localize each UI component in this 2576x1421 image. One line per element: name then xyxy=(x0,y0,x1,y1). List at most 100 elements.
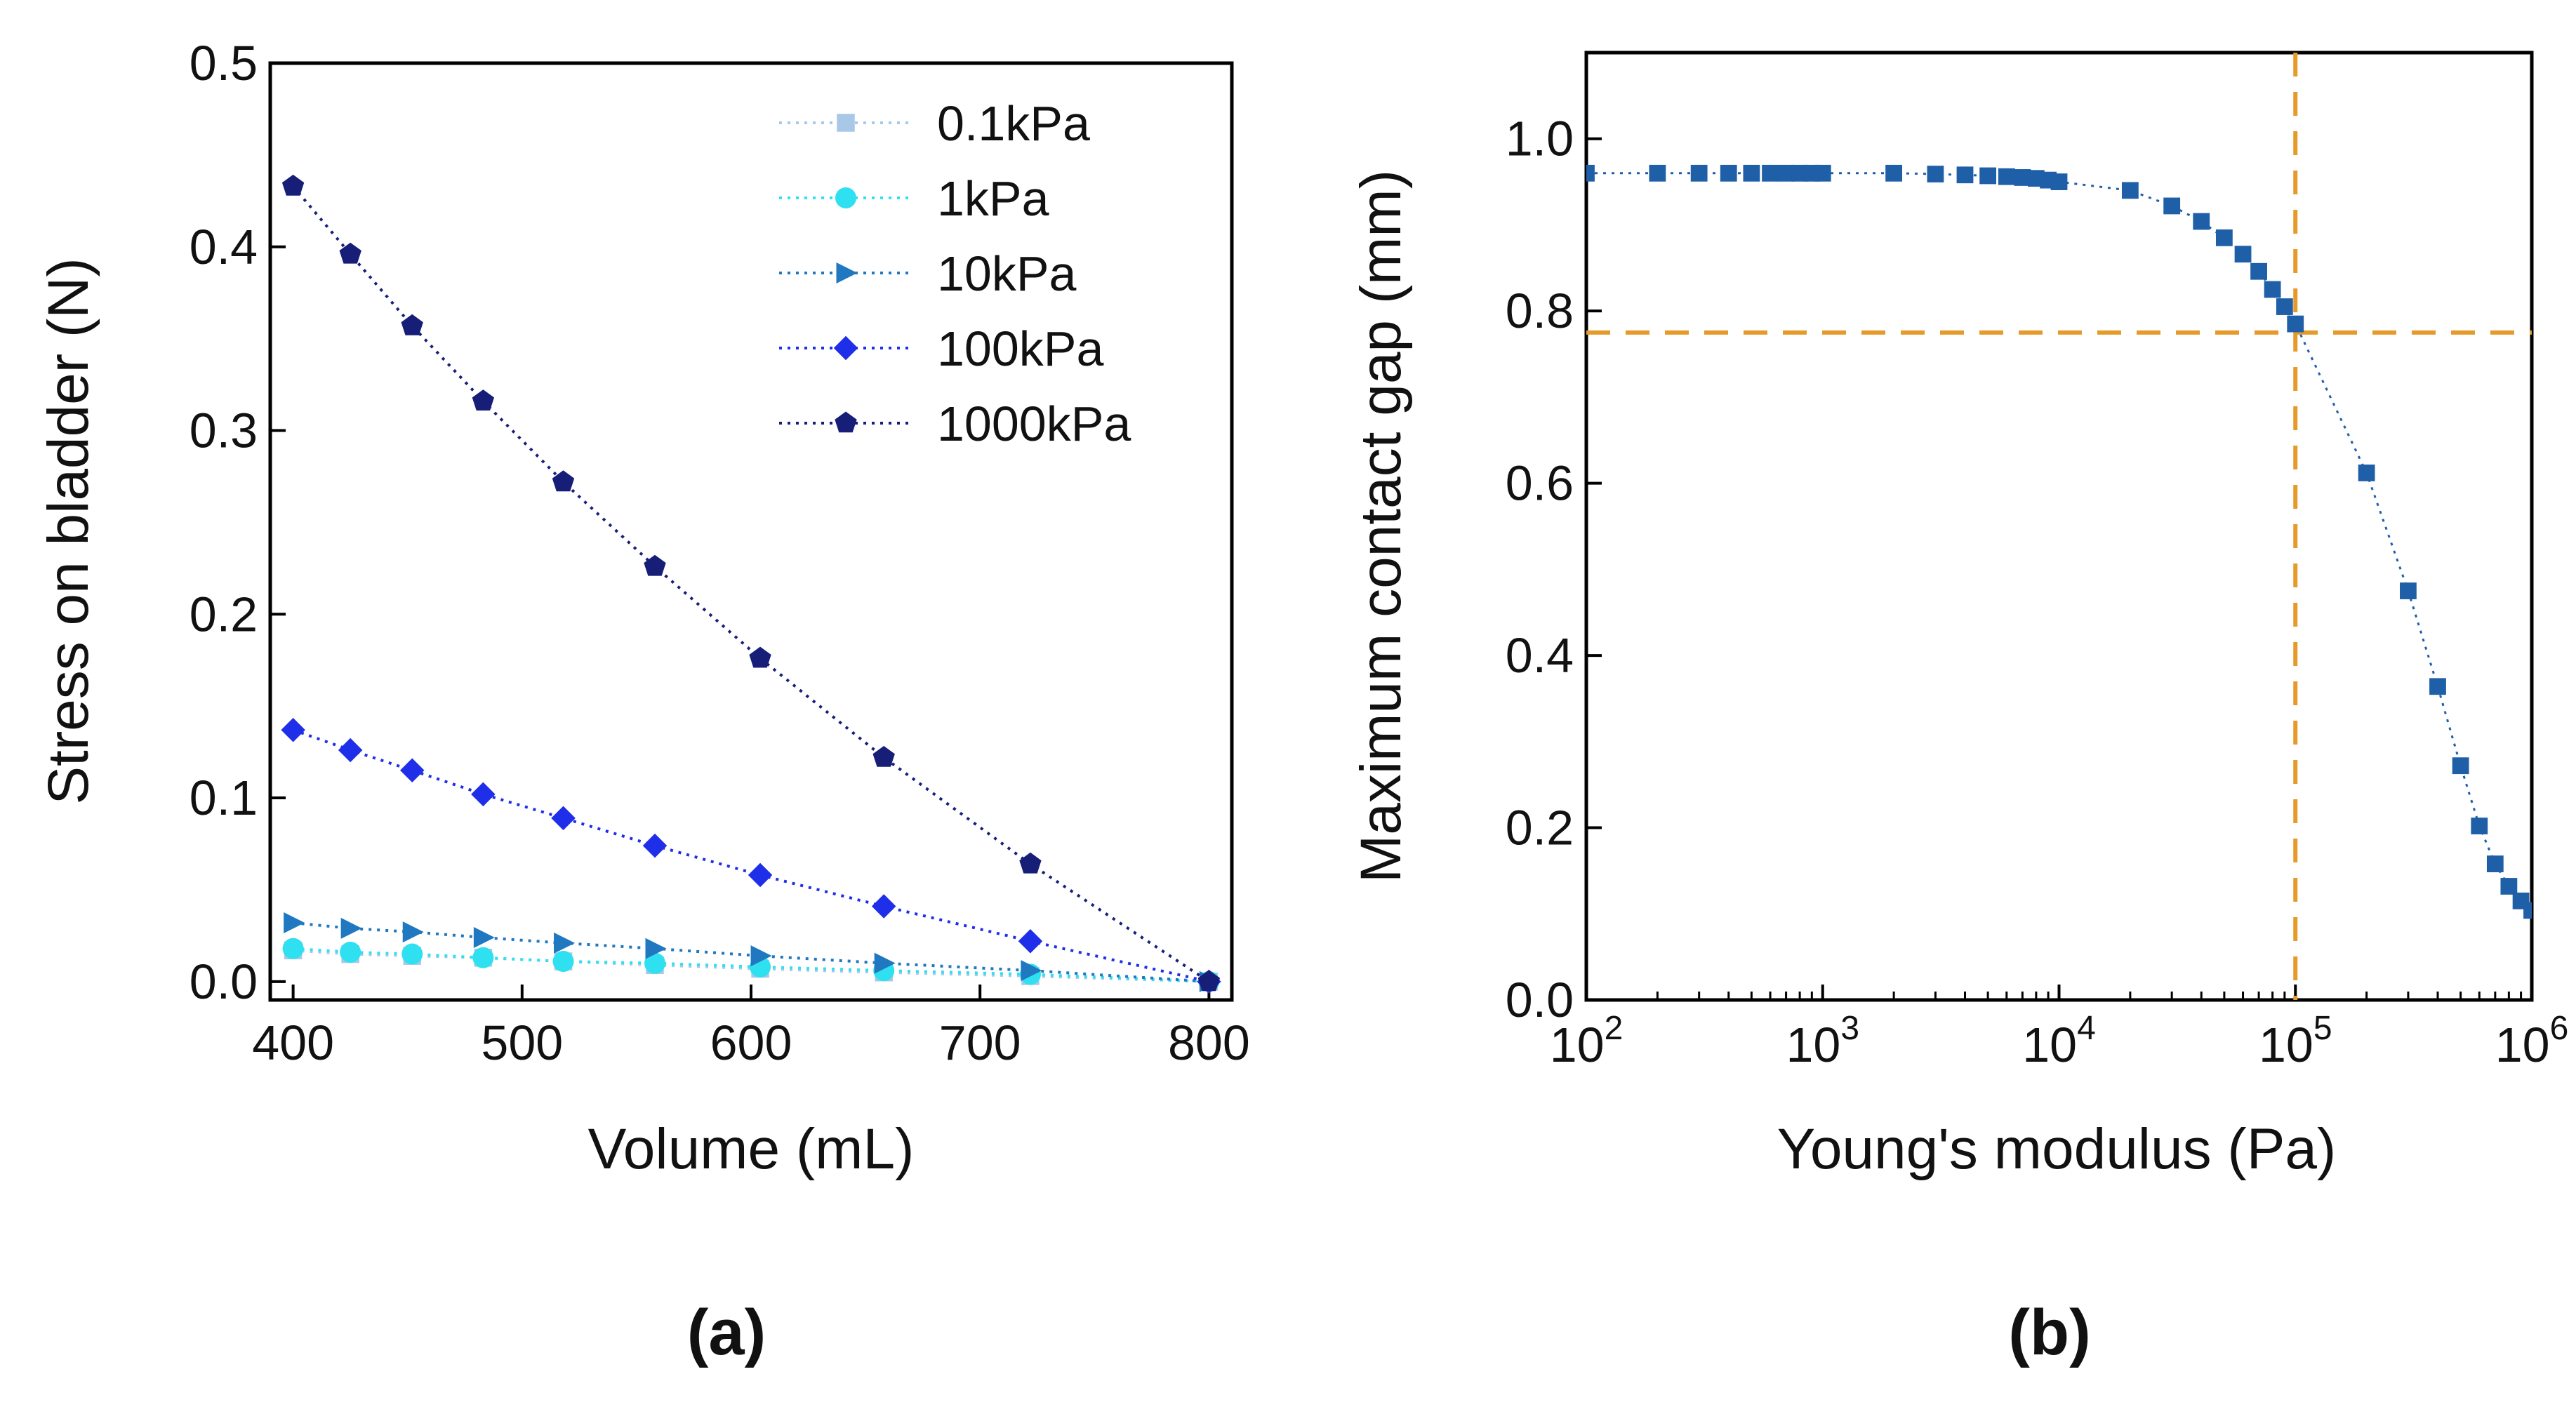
data-point xyxy=(1927,166,1944,182)
data-point xyxy=(2215,229,2233,246)
panel-b-y-axis: 0.0 0.2 0.4 0.6 0.8 1.0 xyxy=(1506,112,1602,1027)
panel-b-y-tick-label: 1.0 xyxy=(1506,112,1574,166)
panel-b-y-axis-label: Maximum contact gap (mm) xyxy=(1349,170,1413,883)
data-point-1000kpa xyxy=(1197,970,1221,992)
panel-a-plot-area xyxy=(268,61,1234,1002)
series-100kpa xyxy=(281,717,1221,994)
panel-a-y-tick-label: 0.5 xyxy=(190,36,258,91)
data-point xyxy=(2500,878,2518,895)
panel-a-data xyxy=(281,174,1221,994)
panel-b-x-tick-label: 106 xyxy=(2495,1010,2569,1072)
panel-a-x-tick-label: 700 xyxy=(939,1015,1021,1070)
panel-b-x-tick-label: 102 xyxy=(1550,1010,1624,1072)
data-point xyxy=(2400,582,2417,599)
data-point xyxy=(1690,164,1708,182)
panel-b-x-tick-label: 104 xyxy=(2022,1010,2096,1072)
panel-b-y-tick-label: 0.2 xyxy=(1506,801,1574,855)
legend-item-100kpa: 100kPa xyxy=(779,321,1103,376)
data-point-10kpa xyxy=(750,945,772,967)
panel-a-y-axis-label: Stress on bladder (N) xyxy=(36,258,100,804)
panel-b: 0.0 0.2 0.4 0.6 0.8 1.0 102 103 104 105 106 Young… xyxy=(1349,51,2569,1368)
data-point xyxy=(2471,818,2488,834)
panel-b-y-tick-label: 0.0 xyxy=(1506,973,1574,1027)
panel-b-label: (b) xyxy=(2008,1297,2090,1368)
data-point xyxy=(1720,164,1737,182)
panel-a-x-axis: 400 500 600 700 800 xyxy=(252,985,1250,1070)
panel-a-x-tick-label: 400 xyxy=(252,1015,334,1070)
data-point-100kpa xyxy=(642,833,668,858)
panel-a-y-tick-label: 0.0 xyxy=(190,954,258,1009)
legend-marker xyxy=(835,411,857,433)
data-point xyxy=(2050,173,2068,190)
data-point xyxy=(1586,164,1595,182)
data-point-1000kpa xyxy=(281,174,305,196)
data-point-1000kpa xyxy=(644,554,666,576)
data-point-10kpa xyxy=(473,927,495,948)
series-10kpa xyxy=(284,912,1221,992)
data-point-100kpa xyxy=(281,717,305,742)
panel-a-x-tick-label: 600 xyxy=(710,1015,792,1070)
panel-b-x-tick-label: 105 xyxy=(2259,1010,2332,1072)
legend-label: 0.1kPa xyxy=(937,96,1090,151)
panel-a-y-axis: 0.0 0.1 0.2 0.3 0.4 0.5 xyxy=(190,36,286,1009)
data-point xyxy=(2193,213,2210,230)
data-point xyxy=(1777,164,1795,182)
legend-marker xyxy=(833,335,858,361)
legend-label: 1kPa xyxy=(937,171,1049,226)
data-point xyxy=(2163,197,2181,215)
panel-a-y-tick-label: 0.1 xyxy=(190,770,258,825)
data-point-1000kpa xyxy=(401,314,423,335)
data-point-1000kpa xyxy=(749,646,771,668)
panel-b-x-tick-label: 103 xyxy=(1786,1010,1859,1072)
legend-item-1kpa: 1kPa xyxy=(779,171,1049,226)
data-point-1000kpa xyxy=(872,746,895,767)
data-point-100kpa xyxy=(551,806,576,831)
data-point-1000kpa xyxy=(472,389,494,411)
data-point-1kpa xyxy=(472,947,494,968)
data-point xyxy=(2250,262,2267,280)
panel-b-y-tick-label: 0.4 xyxy=(1506,628,1574,683)
data-point xyxy=(2452,757,2469,775)
data-point xyxy=(2486,855,2504,872)
panel-a-legend: 0.1kPa 1kPa 10kPa 100kPa 1000kPa xyxy=(779,96,1131,451)
data-point-10kpa xyxy=(284,912,305,934)
data-point-100kpa xyxy=(471,782,496,807)
data-point-10kpa xyxy=(402,921,424,943)
legend-item-1000kpa: 1000kPa xyxy=(779,396,1131,451)
series-line-1000kpa xyxy=(292,185,1210,983)
data-point xyxy=(1743,164,1760,182)
data-point xyxy=(1814,164,1831,182)
data-point-1kpa xyxy=(401,943,423,965)
data-point xyxy=(1762,164,1779,182)
data-point xyxy=(2287,315,2304,333)
panel-b-y-tick-label: 0.6 xyxy=(1506,456,1574,511)
data-point-100kpa xyxy=(871,894,896,919)
data-point-100kpa xyxy=(748,862,773,888)
legend-label: 10kPa xyxy=(937,246,1077,301)
data-point xyxy=(2014,169,2031,186)
panel-a-y-tick-label: 0.3 xyxy=(190,403,258,458)
panel-a-y-tick-label: 0.2 xyxy=(190,587,258,641)
panel-a-x-axis-label: Volume (mL) xyxy=(588,1117,915,1181)
data-point xyxy=(1649,164,1666,182)
data-point-1kpa xyxy=(644,952,665,974)
panel-a-x-tick-label: 800 xyxy=(1168,1015,1250,1070)
legend-label: 1000kPa xyxy=(937,396,1131,451)
data-point xyxy=(1979,167,1997,185)
data-point xyxy=(2276,298,2293,315)
data-point-100kpa xyxy=(338,738,363,763)
panel-b-x-axis: 102 103 104 105 106 xyxy=(1550,985,2569,1072)
series-line-10kpa xyxy=(293,921,1209,983)
series-1000kpa xyxy=(281,174,1221,992)
panel-a-y-tick-label: 0.4 xyxy=(190,220,258,274)
data-point-10kpa xyxy=(1021,960,1042,982)
data-point xyxy=(2234,246,2252,263)
panel-a-label: (a) xyxy=(687,1297,766,1368)
legend-label: 100kPa xyxy=(937,321,1103,376)
panel-b-plot-area xyxy=(1584,51,2534,1002)
data-point-10kpa xyxy=(874,952,896,974)
data-point-100kpa xyxy=(1018,928,1043,954)
data-point-1000kpa xyxy=(339,242,361,264)
data-point xyxy=(2429,678,2446,695)
